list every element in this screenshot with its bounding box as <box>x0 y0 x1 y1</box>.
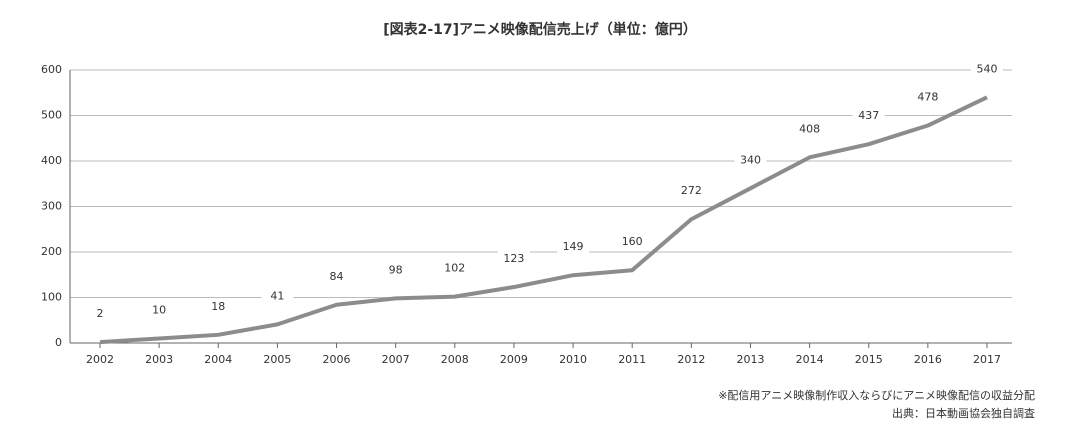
x-tick-label: 2002 <box>86 353 114 366</box>
data-label: 102 <box>444 262 465 275</box>
y-tick-label: 0 <box>55 336 62 349</box>
data-label-bg <box>438 260 471 277</box>
x-tick-label: 2007 <box>382 353 410 366</box>
data-label: 540 <box>977 62 998 75</box>
data-label-bg <box>734 152 767 169</box>
x-tick-label: 2012 <box>677 353 705 366</box>
data-label: 10 <box>152 303 166 316</box>
data-label-bg <box>143 302 176 319</box>
y-tick-label: 200 <box>41 245 62 258</box>
x-tick-label: 2009 <box>500 353 528 366</box>
data-label-bg <box>84 306 116 323</box>
data-label: 437 <box>858 109 879 122</box>
x-tick-label: 2003 <box>145 353 173 366</box>
y-tick-label: 600 <box>41 63 62 76</box>
data-label: 2 <box>97 307 104 320</box>
data-line <box>99 95 988 345</box>
x-tick-label: 2010 <box>559 353 587 366</box>
data-label-bg <box>497 251 530 268</box>
x-tick-label: 2006 <box>323 353 351 366</box>
data-label: 272 <box>681 184 702 197</box>
x-tick-label: 2005 <box>263 353 291 366</box>
data-label-bg <box>320 268 353 285</box>
data-label: 123 <box>503 252 524 265</box>
x-tick-label: 2008 <box>441 353 469 366</box>
x-tick-label: 2014 <box>796 353 824 366</box>
data-label: 18 <box>211 300 225 313</box>
data-label: 160 <box>622 235 643 248</box>
x-tick-label: 2011 <box>618 353 646 366</box>
x-tick-label: 2013 <box>736 353 764 366</box>
y-tick-label: 300 <box>41 200 62 213</box>
data-label-bg <box>616 234 649 251</box>
data-label: 98 <box>389 263 403 276</box>
data-label: 340 <box>740 153 761 166</box>
data-label-bg <box>971 61 1003 78</box>
data-label-bg <box>261 288 294 305</box>
y-tick-label: 400 <box>41 154 62 167</box>
data-label: 478 <box>917 91 938 104</box>
x-tick-label: 2004 <box>204 353 232 366</box>
data-label-bg <box>557 239 590 256</box>
data-label-bg <box>202 298 235 315</box>
data-label: 84 <box>330 270 344 283</box>
data-label: 149 <box>563 240 584 253</box>
y-tick-label: 500 <box>41 109 62 122</box>
chart-title: [図表2-17]アニメ映像配信売上げ（単位：億円） <box>383 21 697 38</box>
y-tick-label: 100 <box>41 291 62 304</box>
source: 出典：日本動画協会独自調査 <box>892 406 1035 420</box>
data-label-bg <box>675 183 708 200</box>
x-tick-label: 2017 <box>973 353 1001 366</box>
data-label-bg <box>852 108 885 125</box>
note: ※配信用アニメ映像制作収入ならびにアニメ映像配信の収益分配 <box>718 388 1035 402</box>
data-label-bg <box>379 262 412 279</box>
x-tick-label: 2015 <box>855 353 883 366</box>
data-label-bg <box>911 89 944 106</box>
x-tick-label: 2016 <box>914 353 942 366</box>
data-label-bg <box>793 121 826 138</box>
data-label: 41 <box>270 289 284 302</box>
data-label: 408 <box>799 122 820 135</box>
